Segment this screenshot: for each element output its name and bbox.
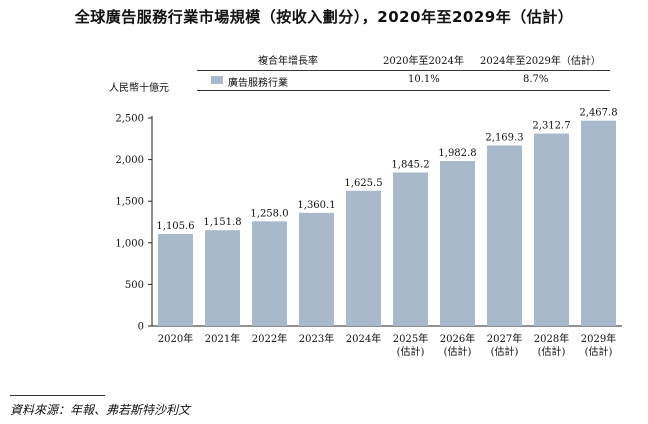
bar <box>440 161 475 326</box>
bar-value-label: 1,845.2 <box>391 159 429 170</box>
cagr-col2-header: 2024年至2029年（估計） <box>480 56 601 67</box>
y-tick-label: 1,500 <box>115 197 144 208</box>
table-bottom-rule <box>197 90 610 91</box>
bar-value-label: 1,151.8 <box>203 217 241 228</box>
x-tick-label: 2029年(估計) <box>581 332 616 358</box>
bar-value-label: 1,105.6 <box>156 221 194 232</box>
x-tick-label: 2023年 <box>299 332 334 345</box>
cagr-header-label: 複合年增長率 <box>258 56 318 67</box>
bar-value-label: 2,169.3 <box>485 133 523 144</box>
bar <box>534 133 569 326</box>
bar <box>205 230 240 326</box>
bar-value-label: 1,625.5 <box>344 178 382 189</box>
bar <box>252 221 287 326</box>
footnote-rule <box>10 395 105 396</box>
x-tick-label: 2022年 <box>252 332 287 345</box>
y-tick-label: 500 <box>125 280 144 291</box>
bar-value-label: 2,467.8 <box>579 108 617 119</box>
y-tick-label: 2,000 <box>115 155 144 166</box>
bar <box>346 190 381 326</box>
y-tick-label: 2,500 <box>115 114 144 125</box>
bar <box>393 172 428 326</box>
x-tick-label: 2021年 <box>205 332 240 345</box>
y-tick-label: 1,000 <box>115 238 144 249</box>
x-tick-label: 2025年(估計) <box>393 332 428 358</box>
legend-label: 廣告服務行業 <box>228 78 288 89</box>
y-tick-label: 0 <box>138 322 144 333</box>
legend-swatch <box>211 76 223 84</box>
bar <box>581 120 616 326</box>
cagr-col2-value: 8.7% <box>523 74 549 85</box>
chart-title: 全球廣告服務行業市場規模（按收入劃分），2020年至2029年（估計） <box>74 8 574 26</box>
table-top-rule <box>197 70 610 71</box>
cagr-col1-header: 2020年至2024年 <box>383 56 464 67</box>
bar <box>158 234 193 326</box>
bar <box>299 212 334 326</box>
bar-value-label: 1,360.1 <box>297 200 335 211</box>
bar-value-label: 1,982.8 <box>438 148 476 159</box>
x-tick-label: 2024年 <box>346 332 381 345</box>
x-tick-label: 2026年(估計) <box>440 332 475 358</box>
cagr-col1-value: 10.1% <box>408 74 440 85</box>
x-tick-label: 2027年(估計) <box>487 332 522 358</box>
x-tick-label: 2020年 <box>158 332 193 345</box>
bar <box>487 145 522 326</box>
unit-label: 人民幣十億元 <box>109 83 169 94</box>
source-note: 資料來源：年報、弗若斯特沙利文 <box>10 403 191 417</box>
bar-value-label: 2,312.7 <box>532 121 570 132</box>
bar-value-label: 1,258.0 <box>250 208 288 219</box>
x-tick-label: 2028年(估計) <box>534 332 569 358</box>
